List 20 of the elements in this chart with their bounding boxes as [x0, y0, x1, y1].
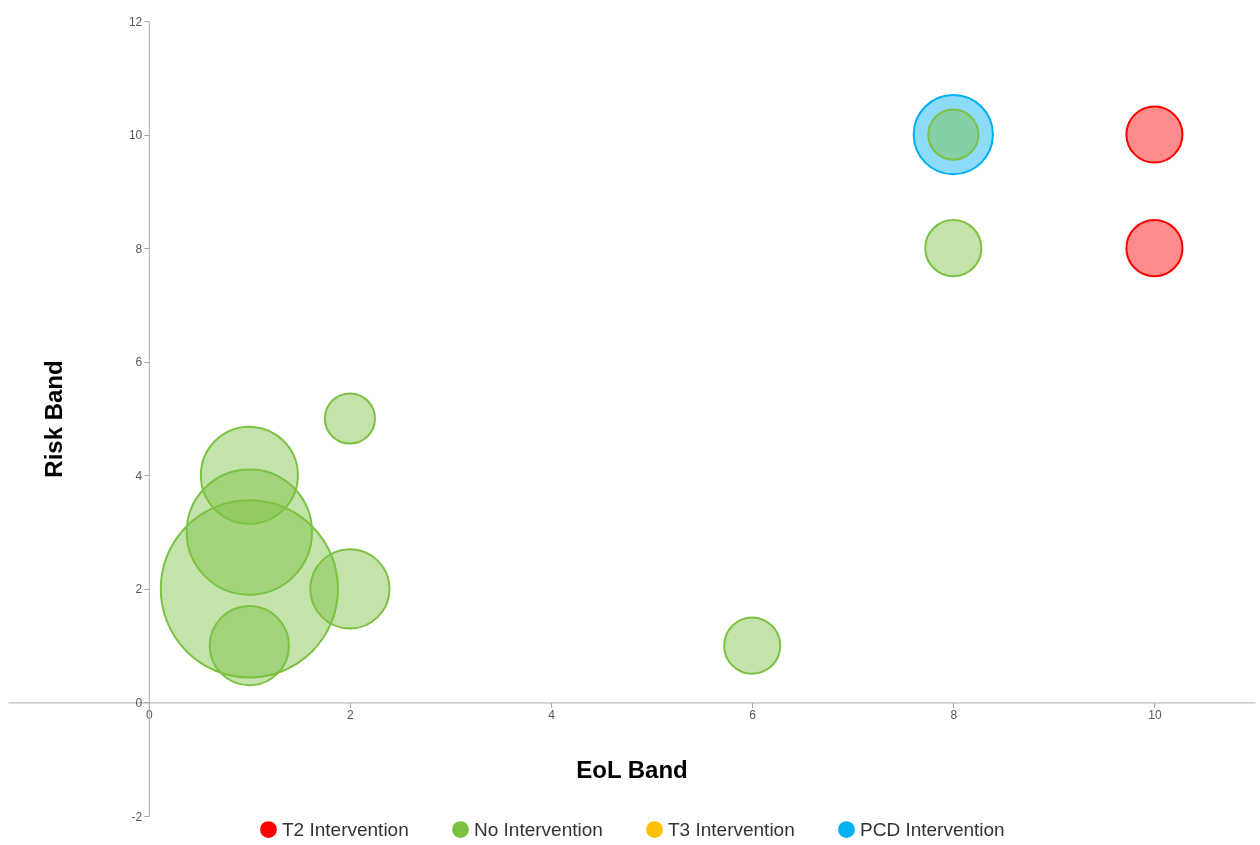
legend-label: No Intervention [474, 818, 603, 840]
y-tick-label: 6 [135, 355, 143, 370]
legend-label: T2 Intervention [282, 818, 409, 840]
legend-label: PCD Intervention [860, 818, 1005, 840]
y-tick-label: -2 [131, 809, 143, 824]
x-tick-label: 6 [749, 707, 757, 722]
x-axis-title: EoL Band [576, 755, 688, 783]
y-axis-title: Risk Band [39, 360, 67, 478]
x-tick-label: 8 [950, 707, 958, 722]
y-tick-label: 4 [135, 468, 143, 483]
y-tick-label: 10 [128, 128, 143, 143]
x-tick-label: 2 [347, 707, 355, 722]
y-tick-label: 8 [135, 241, 143, 256]
x-tick-label: 0 [145, 707, 153, 722]
x-tick-label: 4 [548, 707, 556, 722]
y-tick-label: 2 [135, 582, 143, 597]
legend-label: T3 Intervention [668, 818, 795, 840]
y-tick-label: 12 [128, 14, 143, 29]
x-tick-label: 10 [1148, 707, 1162, 722]
y-tick-label: 0 [135, 695, 143, 710]
